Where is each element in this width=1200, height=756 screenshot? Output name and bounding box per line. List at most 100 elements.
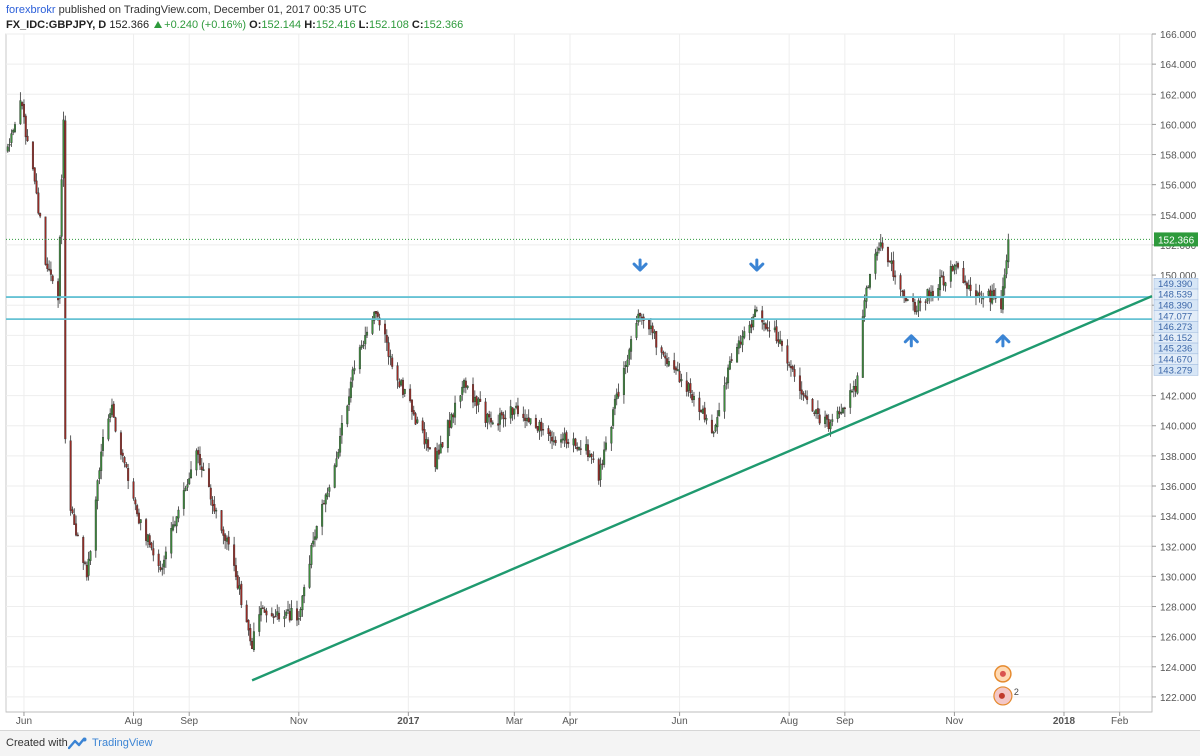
event-dot xyxy=(999,670,1006,677)
candle-body xyxy=(965,282,968,289)
candle-body xyxy=(484,401,487,423)
candle-body xyxy=(637,313,640,323)
candle xyxy=(60,174,63,245)
candle-body xyxy=(599,464,602,480)
candle-body xyxy=(245,604,248,623)
candle xyxy=(297,611,300,626)
tradingview-logo-icon[interactable] xyxy=(68,737,88,750)
candle xyxy=(678,363,681,383)
author-link[interactable]: forexbrokr xyxy=(6,4,56,16)
price-tick-label: 134.000 xyxy=(1160,512,1197,523)
candle xyxy=(604,436,607,452)
candle-body xyxy=(815,409,818,414)
candle xyxy=(752,313,755,331)
candle-body xyxy=(202,469,205,471)
candle-body xyxy=(712,432,715,434)
candle-body xyxy=(549,431,552,437)
candle xyxy=(409,384,412,403)
plot-frame xyxy=(5,33,1153,713)
candle-body xyxy=(98,470,101,479)
candle-body xyxy=(44,216,47,265)
candle-body xyxy=(928,290,931,298)
candle xyxy=(450,412,453,429)
candle-body xyxy=(628,349,631,360)
candle xyxy=(761,305,764,330)
candle-body xyxy=(737,340,740,349)
candle-body xyxy=(955,264,958,267)
candle xyxy=(170,522,173,559)
candle-body xyxy=(818,414,821,424)
candle xyxy=(19,92,22,125)
candle-body xyxy=(378,317,381,326)
candle xyxy=(10,129,13,147)
candle xyxy=(818,408,821,425)
candle-body xyxy=(109,413,112,418)
high-value: 152.416 xyxy=(315,19,356,31)
candle xyxy=(504,410,507,427)
price-level-label: 148.390 xyxy=(1158,300,1192,311)
candle xyxy=(754,305,757,318)
candle-body xyxy=(211,499,214,506)
candle-body xyxy=(172,524,175,531)
candle xyxy=(202,462,205,471)
candle-body xyxy=(874,253,877,274)
candle-body xyxy=(225,537,228,542)
candle xyxy=(134,497,137,511)
candle-body xyxy=(764,323,767,329)
candle-body xyxy=(84,562,87,564)
price-tick-label: 152.000 xyxy=(1160,241,1197,252)
candle-body xyxy=(572,438,575,446)
candle xyxy=(622,361,625,404)
candle-body xyxy=(827,418,830,430)
candle xyxy=(423,422,426,449)
candle-body xyxy=(421,420,424,431)
arrow-head xyxy=(632,262,648,272)
candle-body xyxy=(403,389,406,394)
candle xyxy=(186,479,189,491)
price-tick-label: 164.000 xyxy=(1160,60,1197,71)
candle-body xyxy=(685,380,688,392)
candle xyxy=(522,406,525,422)
candle xyxy=(172,516,175,532)
candle-body xyxy=(416,419,419,423)
arrow-up-icon xyxy=(903,334,919,348)
candle xyxy=(780,339,783,352)
candle-body xyxy=(831,419,834,422)
candle-body xyxy=(766,327,769,330)
candle xyxy=(529,418,532,426)
candle xyxy=(315,525,318,541)
candle-body xyxy=(276,611,279,616)
candle-body xyxy=(538,421,541,432)
candle xyxy=(861,309,864,378)
high-label: H: xyxy=(304,19,316,31)
candle-body xyxy=(585,444,588,451)
candle-body xyxy=(101,437,104,451)
candle xyxy=(703,401,706,423)
candle-body xyxy=(886,246,889,263)
candle-body xyxy=(610,427,613,444)
candle-body xyxy=(312,540,315,545)
tradingview-brand-link[interactable]: TradingView xyxy=(92,737,153,749)
candle-body xyxy=(881,242,884,249)
candle-body xyxy=(308,563,311,588)
candle xyxy=(798,367,801,400)
symbol-label[interactable]: FX_IDC:GBPJPY, D xyxy=(6,19,107,31)
candle xyxy=(479,391,482,402)
candle xyxy=(200,458,203,478)
candle xyxy=(811,397,814,412)
candle-body xyxy=(285,611,288,616)
candle xyxy=(768,321,771,338)
candle-body xyxy=(364,335,367,345)
price-chart[interactable]: 122.000 124.000 126.000 128.000 130.000 132.0… xyxy=(0,0,1200,730)
candle xyxy=(396,362,399,389)
price-level-label: 146.273 xyxy=(1158,322,1192,333)
candle xyxy=(351,366,354,388)
candle xyxy=(441,442,444,449)
candle-body xyxy=(673,360,676,370)
candle-body xyxy=(324,494,327,505)
candle xyxy=(252,622,255,652)
candle xyxy=(387,336,390,365)
candle-body xyxy=(157,553,160,567)
candle xyxy=(22,99,25,124)
candle xyxy=(755,306,758,313)
